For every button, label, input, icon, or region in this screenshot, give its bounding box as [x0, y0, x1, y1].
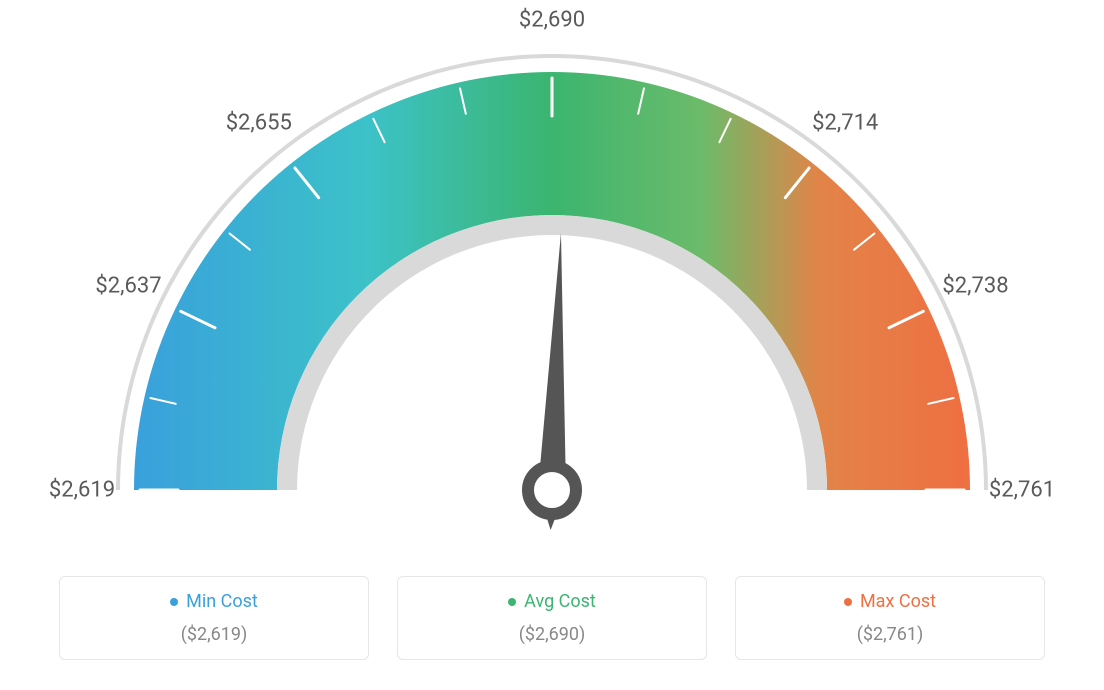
- max-cost-title: Max Cost: [844, 591, 936, 612]
- max-dot-icon: [844, 598, 852, 606]
- gauge-tick-label: $2,714: [812, 110, 878, 135]
- max-cost-value: ($2,761): [736, 624, 1044, 645]
- min-dot-icon: [170, 598, 178, 606]
- cost-cards: Min Cost ($2,619) Avg Cost ($2,690) Max …: [59, 576, 1045, 661]
- min-cost-card: Min Cost ($2,619): [59, 576, 369, 661]
- gauge-tick-label: $2,738: [942, 274, 1008, 299]
- min-cost-value: ($2,619): [60, 624, 368, 645]
- gauge-tick-label: $2,637: [95, 274, 161, 299]
- avg-cost-title: Avg Cost: [508, 591, 596, 612]
- min-cost-title: Min Cost: [170, 591, 258, 612]
- avg-cost-title-text: Avg Cost: [524, 591, 596, 612]
- min-cost-title-text: Min Cost: [186, 591, 258, 612]
- avg-cost-value: ($2,690): [398, 624, 706, 645]
- avg-dot-icon: [508, 598, 516, 606]
- gauge-tick-label: $2,761: [989, 478, 1055, 503]
- max-cost-card: Max Cost ($2,761): [735, 576, 1045, 661]
- gauge-chart: $2,619$2,637$2,655$2,690$2,714$2,738$2,7…: [62, 20, 1042, 580]
- gauge-tick-label: $2,655: [226, 110, 292, 135]
- max-cost-title-text: Max Cost: [860, 591, 936, 612]
- gauge-tick-label: $2,619: [49, 478, 115, 503]
- gauge-svg: [62, 20, 1042, 580]
- gauge-tick-label: $2,690: [519, 8, 585, 33]
- avg-cost-card: Avg Cost ($2,690): [397, 576, 707, 661]
